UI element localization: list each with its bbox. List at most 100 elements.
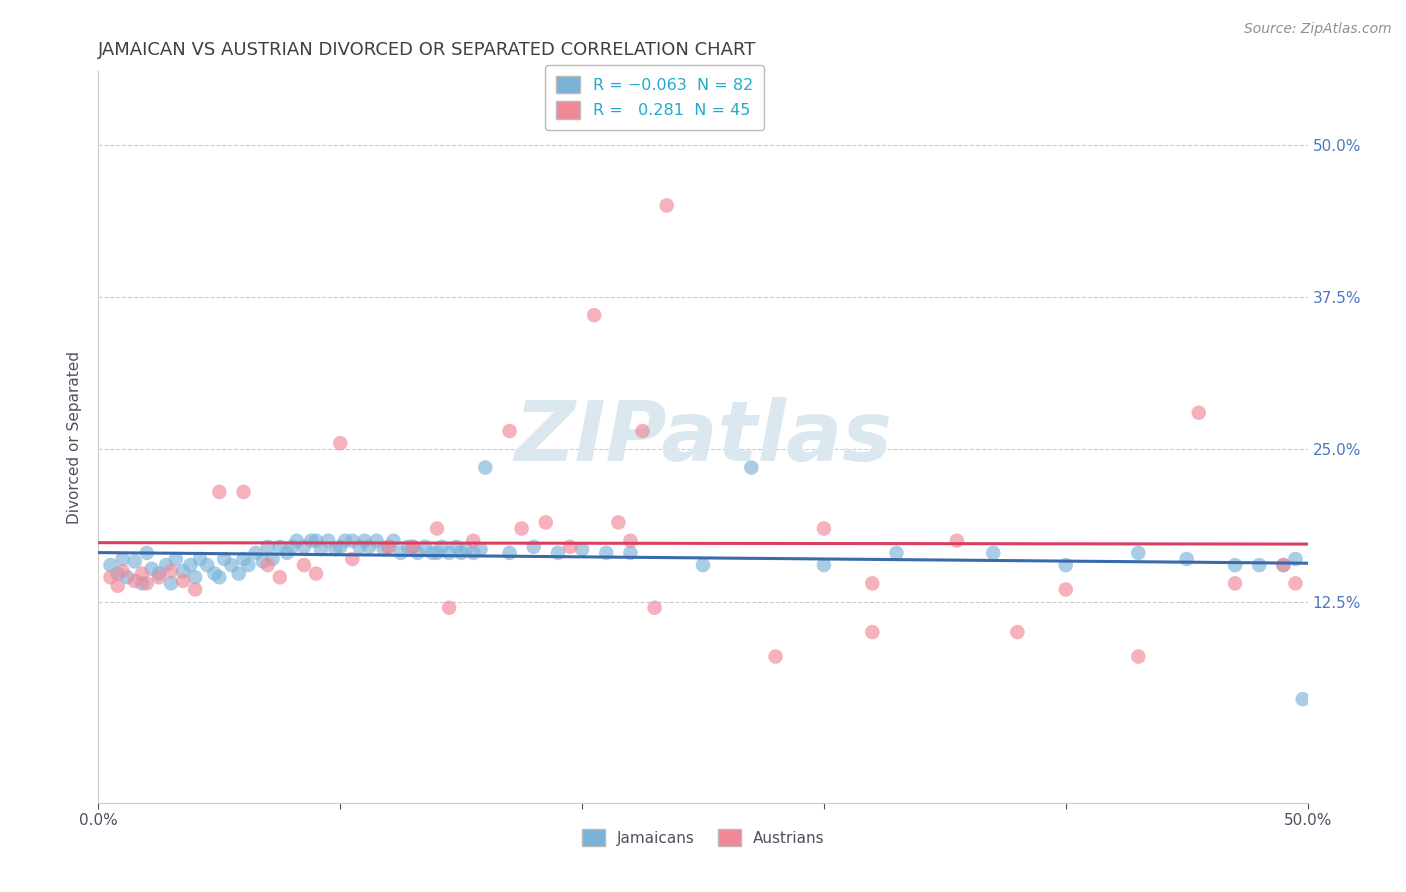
Point <box>860 576 883 591</box>
Point <box>316 533 339 548</box>
Point <box>208 570 231 584</box>
Point <box>172 574 194 588</box>
Point <box>406 546 429 560</box>
Point <box>510 521 533 535</box>
Point <box>377 540 399 554</box>
Point <box>1054 582 1077 597</box>
Legend: Jamaicans, Austrians: Jamaicans, Austrians <box>574 822 832 854</box>
Point <box>262 552 284 566</box>
Point <box>430 540 453 554</box>
Point <box>299 533 322 548</box>
Point <box>212 552 235 566</box>
Point <box>111 564 134 578</box>
Point <box>860 625 883 640</box>
Point <box>117 570 139 584</box>
Point <box>107 566 129 581</box>
Text: ZIPatlas: ZIPatlas <box>515 397 891 477</box>
Point <box>946 533 969 548</box>
Point <box>765 649 787 664</box>
Point <box>329 436 352 450</box>
Point <box>1054 558 1077 573</box>
Point <box>523 540 546 554</box>
Point <box>285 533 308 548</box>
Point <box>135 546 157 560</box>
Point <box>100 570 122 584</box>
Point <box>353 533 375 548</box>
Point <box>366 533 388 548</box>
Point <box>160 564 183 578</box>
Point <box>426 521 449 535</box>
Point <box>245 546 267 560</box>
Point <box>571 542 593 557</box>
Point <box>558 540 581 554</box>
Point <box>232 552 254 566</box>
Point <box>269 570 291 584</box>
Point <box>256 540 278 554</box>
Point <box>160 576 183 591</box>
Point <box>228 566 250 581</box>
Point <box>252 554 274 568</box>
Point <box>184 570 207 584</box>
Point <box>426 546 449 560</box>
Point <box>165 552 187 566</box>
Point <box>1249 558 1271 573</box>
Point <box>292 540 315 554</box>
Point <box>402 540 425 554</box>
Point <box>131 576 153 591</box>
Point <box>329 540 352 554</box>
Point <box>1284 552 1306 566</box>
Point <box>1223 558 1246 573</box>
Point <box>148 566 170 581</box>
Point <box>221 558 243 573</box>
Point <box>184 582 207 597</box>
Point <box>547 546 569 560</box>
Point <box>1223 576 1246 591</box>
Point <box>292 558 315 573</box>
Point <box>463 546 485 560</box>
Point <box>195 558 218 573</box>
Point <box>148 570 170 584</box>
Text: Source: ZipAtlas.com: Source: ZipAtlas.com <box>1244 22 1392 37</box>
Point <box>1272 558 1295 573</box>
Point <box>437 600 460 615</box>
Point <box>349 540 371 554</box>
Point <box>389 546 412 560</box>
Point <box>131 566 153 581</box>
Point <box>619 533 641 548</box>
Point <box>111 552 134 566</box>
Point <box>446 540 468 554</box>
Point <box>281 540 304 554</box>
Point <box>141 562 163 576</box>
Point <box>269 540 291 554</box>
Point <box>135 576 157 591</box>
Point <box>595 546 617 560</box>
Point <box>1128 649 1150 664</box>
Point <box>474 460 496 475</box>
Point <box>333 533 356 548</box>
Point <box>188 552 211 566</box>
Point <box>382 533 405 548</box>
Point <box>1292 692 1315 706</box>
Point <box>342 552 364 566</box>
Point <box>534 516 557 530</box>
Point <box>232 485 254 500</box>
Point <box>813 558 835 573</box>
Point <box>238 558 260 573</box>
Point <box>402 540 425 554</box>
Point <box>619 546 641 560</box>
Point <box>155 558 177 573</box>
Point <box>655 198 678 212</box>
Point <box>1188 406 1211 420</box>
Point <box>100 558 122 573</box>
Point <box>886 546 908 560</box>
Point <box>420 546 443 560</box>
Point <box>208 485 231 500</box>
Point <box>470 542 492 557</box>
Point <box>498 424 520 438</box>
Point <box>373 542 395 557</box>
Point <box>359 540 381 554</box>
Point <box>437 546 460 560</box>
Point <box>305 533 328 548</box>
Point <box>377 540 399 554</box>
Point <box>325 542 347 557</box>
